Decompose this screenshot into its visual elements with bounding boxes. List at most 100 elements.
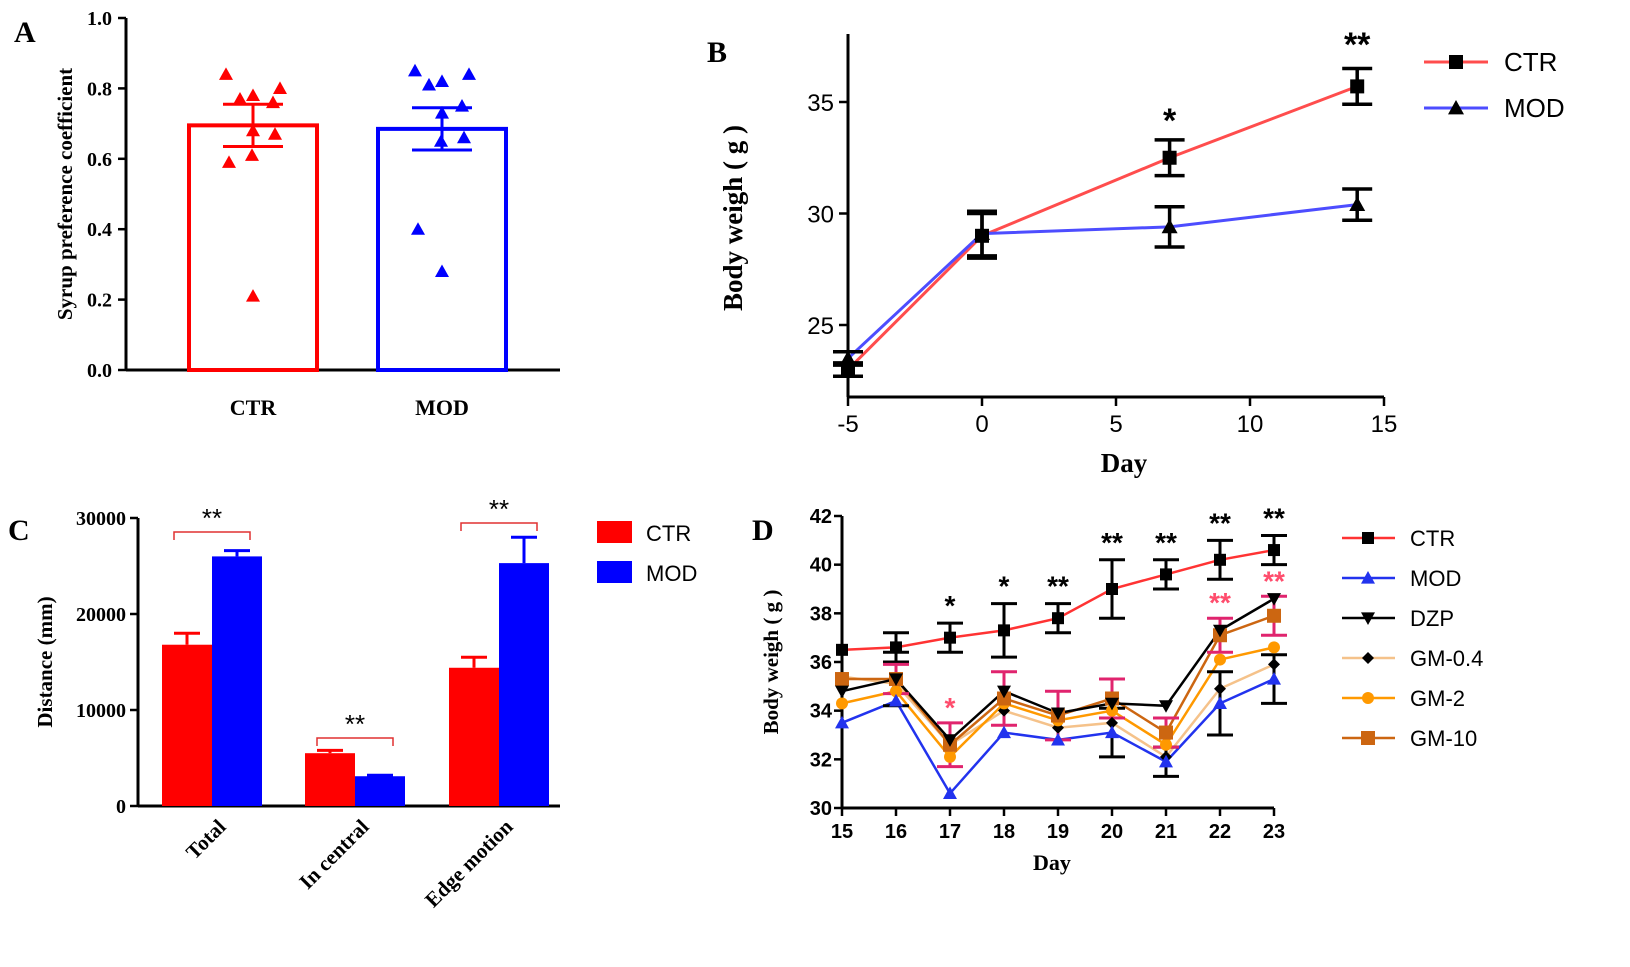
x-axis-label: Day [1033, 850, 1071, 875]
y-tick-label: 0.4 [87, 219, 112, 241]
y-tick-label: 25 [807, 313, 834, 340]
data-point-mod [1161, 218, 1178, 234]
x-tick-label: 20 [1101, 821, 1123, 843]
data-point-dzp [1105, 697, 1119, 711]
significance-mark: * [999, 571, 1010, 602]
data-point-mod [1105, 725, 1119, 739]
panel-label-d: D [752, 514, 774, 547]
data-point-gm10 [1159, 725, 1173, 740]
significance-mark: * [945, 590, 956, 621]
legend-label: MOD [646, 561, 697, 586]
bar-mod [499, 563, 549, 806]
legend-label: MOD [1504, 93, 1565, 123]
bar-ctr [187, 123, 319, 372]
data-point-gm2 [890, 685, 902, 698]
data-point-gm10 [997, 691, 1011, 706]
significance-mark: ** [1047, 571, 1069, 602]
significance-mark: ** [1344, 26, 1371, 64]
data-point-ctr [1350, 79, 1365, 94]
data-point-gm2 [1160, 738, 1172, 751]
y-axis-label: Distance (mm) [33, 596, 57, 727]
data-point [273, 81, 287, 94]
y-tick-label: 0.6 [87, 149, 112, 171]
data-point-mod [1267, 672, 1281, 685]
x-tick-label: 19 [1047, 821, 1069, 843]
legend-label: DZP [1410, 606, 1454, 631]
legend-marker [1362, 652, 1374, 664]
data-point-gm10 [1267, 608, 1281, 623]
significance-bracket [316, 737, 394, 746]
data-point-gm2 [1214, 653, 1226, 666]
data-point [435, 106, 449, 119]
legend-swatch [597, 561, 632, 583]
data-point-gm2 [836, 697, 848, 710]
x-tick-label: 5 [1109, 411, 1122, 438]
significance-mark-pink: ** [1209, 587, 1231, 618]
panel-a-chart: 0.0 0.2 0.4 0.6 0.8 1.0 Syrup preference coeff… [53, 8, 560, 420]
legend-label: CTR [1504, 47, 1557, 77]
data-point-ctr [890, 641, 902, 654]
bar-mod [376, 126, 508, 372]
data-point [268, 127, 282, 140]
y-tick-label: 1.0 [87, 8, 112, 30]
x-tick-label: 15 [1371, 411, 1398, 438]
legend-swatch [597, 521, 632, 543]
data-point-ctr [836, 643, 848, 656]
y-axis-label: Body weigh ( g ) [759, 590, 783, 735]
x-axis-label: Day [1101, 448, 1148, 478]
data-point-gm2 [1268, 641, 1280, 654]
legend-label: CTR [1410, 526, 1455, 551]
x-tick-label: 15 [831, 821, 853, 843]
legend-marker [1362, 532, 1374, 544]
x-tick-label: 22 [1209, 821, 1231, 843]
data-point [246, 289, 260, 302]
data-point [435, 74, 449, 87]
data-point-mod [974, 225, 990, 240]
x-tick-label: 21 [1155, 821, 1177, 843]
data-point-gm04 [1106, 716, 1118, 729]
x-tick-label: 16 [885, 821, 907, 843]
data-point-dzp [943, 734, 957, 747]
x-tick-label: -5 [837, 411, 858, 438]
bar-ctr [162, 644, 212, 806]
panel-label-b: B [707, 36, 727, 69]
data-point-dzp [889, 673, 903, 687]
x-tick-label: 23 [1263, 821, 1285, 843]
panel-label-a: A [14, 16, 36, 49]
data-point [408, 63, 422, 77]
data-point-gm2 [944, 750, 956, 763]
data-point-mod [997, 725, 1011, 739]
y-axis-label: Syrup preference coefficient [53, 68, 77, 320]
data-point-dzp [835, 685, 849, 699]
y-tick-label: 20000 [76, 604, 126, 626]
bar-ctr [305, 753, 355, 806]
data-point-mod [1349, 196, 1366, 211]
y-tick-label: 0.2 [87, 290, 112, 312]
legend-marker [1361, 612, 1375, 625]
y-tick-label: 0.8 [87, 78, 112, 100]
x-tick-label: 18 [993, 821, 1015, 843]
panel-d-chart: 30 32 34 36 38 40 42 15 16 17 18 19 20 21 22 23 Day Body … [759, 502, 1483, 875]
legend-marker [1362, 692, 1374, 704]
x-tick-label: In central [294, 814, 373, 893]
data-point [457, 130, 471, 144]
y-tick-label: 32 [810, 749, 832, 771]
data-point-dzp [1159, 700, 1173, 713]
y-tick-label: 35 [807, 90, 834, 117]
data-point-ctr [1214, 553, 1226, 566]
x-tick-label: Edge motion [420, 814, 518, 912]
significance-mark: * [1163, 102, 1177, 140]
data-point-mod [889, 693, 903, 707]
data-point-ctr [1268, 544, 1280, 557]
data-point-ctr [1162, 150, 1177, 165]
y-tick-label: 30 [810, 798, 832, 820]
legend-marker [1449, 55, 1463, 69]
significance-mark: ** [202, 503, 222, 533]
data-point [245, 148, 259, 161]
x-tick-label: 0 [975, 411, 988, 438]
data-point-gm10 [835, 672, 849, 687]
y-tick-label: 10000 [76, 700, 126, 722]
data-point [219, 67, 233, 80]
